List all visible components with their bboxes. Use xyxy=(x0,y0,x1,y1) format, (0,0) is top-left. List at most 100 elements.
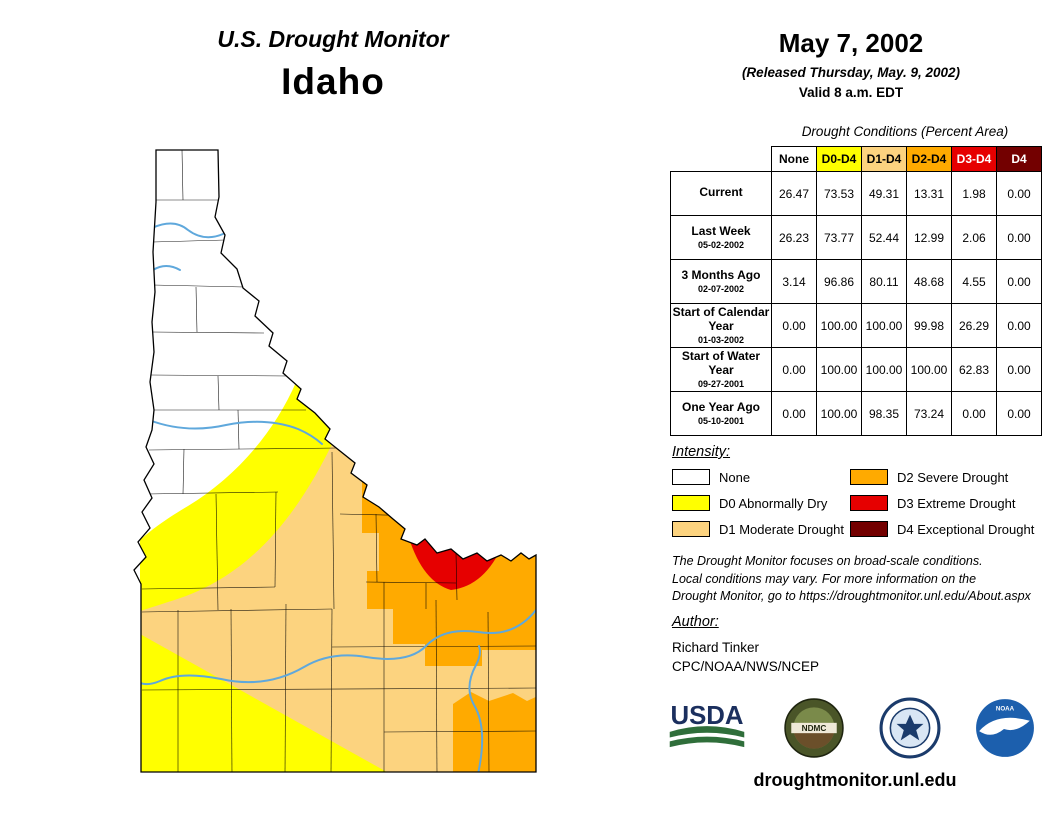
value-cell: 1.98 xyxy=(951,171,997,216)
value-cell: 52.44 xyxy=(861,215,907,260)
legend-item-none: None xyxy=(672,469,850,485)
row-label-date: 05-02-2002 xyxy=(697,240,745,251)
row-label-text: Current xyxy=(699,184,743,199)
state-name: Idaho xyxy=(281,61,385,102)
legend-label: D4 Exceptional Drought xyxy=(897,521,1035,537)
idaho-map-svg xyxy=(133,149,537,773)
value-cell: 26.23 xyxy=(771,215,817,260)
value-cell: 100.00 xyxy=(816,391,862,436)
table-row-last-week: Last Week 05-02-2002 26.23 73.77 52.44 1… xyxy=(670,215,1042,260)
value-cell: 26.29 xyxy=(951,303,997,348)
value-cell: 13.31 xyxy=(906,171,952,216)
drought-conditions-table: None D0-D4 D1-D4 D2-D4 D3-D4 D4 Current … xyxy=(670,146,1042,436)
col-header-d4: D4 xyxy=(996,146,1042,172)
legend-label: D2 Severe Drought xyxy=(897,469,1009,485)
value-cell: 99.98 xyxy=(906,303,952,348)
value-cell: 48.68 xyxy=(906,259,952,304)
col-header-d1-d4: D1-D4 xyxy=(861,146,907,172)
value-cell: 0.00 xyxy=(771,347,817,392)
disclaimer-line: Local conditions may vary. For more info… xyxy=(672,571,977,586)
value-cell: 0.00 xyxy=(996,391,1042,436)
value-cell: 73.77 xyxy=(816,215,862,260)
row-label-date: 02-07-2002 xyxy=(697,284,745,295)
author-heading: Author: xyxy=(672,614,719,630)
table-row-one-year-ago: One Year Ago 05-10-2001 0.00 100.00 98.3… xyxy=(670,391,1042,436)
date-block: May 7, 2002 (Released Thursday, May. 9, … xyxy=(660,28,1042,100)
row-label: One Year Ago 05-10-2001 xyxy=(670,391,772,436)
legend-item-d0: D0 Abnormally Dry xyxy=(672,495,850,511)
county-lines xyxy=(141,150,536,772)
legend-swatch-d4 xyxy=(850,521,888,537)
usda-logo: USDA xyxy=(669,702,745,748)
value-cell: 73.24 xyxy=(906,391,952,436)
table-row-start-calendar-year: Start of Calendar Year 01-03-2002 0.00 1… xyxy=(670,303,1042,348)
author-name: Richard Tinker xyxy=(672,640,760,655)
col-header-d0-d4: D0-D4 xyxy=(816,146,862,172)
rivers xyxy=(139,222,536,772)
author-org: CPC/NOAA/NWS/NCEP xyxy=(672,658,820,674)
commerce-seal-logo xyxy=(879,697,941,759)
value-cell: 0.00 xyxy=(996,303,1042,348)
value-cell: 100.00 xyxy=(816,347,862,392)
value-cell: 0.00 xyxy=(771,391,817,436)
usda-logo-text: USDA xyxy=(670,702,743,730)
ndmc-logo-text: NDMC xyxy=(802,724,827,733)
col-header-none: None xyxy=(771,146,817,172)
table-header-row: None D0-D4 D1-D4 D2-D4 D3-D4 D4 xyxy=(670,146,1042,172)
noaa-logo: NOAA xyxy=(976,699,1034,757)
col-header-d3-d4: D3-D4 xyxy=(951,146,997,172)
disclaimer-line: Drought Monitor, go to https://droughtmo… xyxy=(672,589,1031,603)
value-cell: 0.00 xyxy=(771,303,817,348)
intensity-legend: Intensity: None D0 Abnormally Dry D1 Mod… xyxy=(672,444,1044,537)
legend-heading: Intensity: xyxy=(672,444,731,460)
table-row-current: Current 26.47 73.53 49.31 13.31 1.98 0.0… xyxy=(670,171,1042,216)
row-label-date: 09-27-2001 xyxy=(697,379,745,390)
value-cell: 0.00 xyxy=(996,171,1042,216)
legend-item-d4: D4 Exceptional Drought xyxy=(850,521,1034,537)
row-label-text: One Year Ago xyxy=(681,399,761,414)
logo-row: USDA NDMC NOAA xyxy=(664,692,1036,764)
monitor-title: U.S. Drought Monitor xyxy=(217,26,449,52)
value-cell: 62.83 xyxy=(951,347,997,392)
legend-swatch-d1 xyxy=(672,521,710,537)
table-caption: Drought Conditions (Percent Area) xyxy=(801,124,1009,139)
value-cell: 4.55 xyxy=(951,259,997,304)
row-label: Current xyxy=(670,171,772,216)
legend-item-d2: D2 Severe Drought xyxy=(850,469,1034,485)
valid-time: Valid 8 a.m. EDT xyxy=(798,85,904,100)
value-cell: 100.00 xyxy=(816,303,862,348)
legend-swatch-d0 xyxy=(672,495,710,511)
idaho-drought-map xyxy=(126,142,546,782)
legend-label: D0 Abnormally Dry xyxy=(719,495,828,511)
legend-item-d3: D3 Extreme Drought xyxy=(850,495,1034,511)
noaa-logo-text: NOAA xyxy=(996,705,1015,712)
row-label: Start of Calendar Year 01-03-2002 xyxy=(670,303,772,348)
legend-label: D1 Moderate Drought xyxy=(719,521,845,537)
legend-item-d1: D1 Moderate Drought xyxy=(672,521,850,537)
row-label: 3 Months Ago 02-07-2002 xyxy=(670,259,772,304)
value-cell: 0.00 xyxy=(951,391,997,436)
value-cell: 100.00 xyxy=(861,303,907,348)
value-cell: 73.53 xyxy=(816,171,862,216)
legend-label: D3 Extreme Drought xyxy=(897,495,1016,511)
col-header-d2-d4: D2-D4 xyxy=(906,146,952,172)
row-label-text: Start of Calendar Year xyxy=(672,304,770,333)
table-row-3-months-ago: 3 Months Ago 02-07-2002 3.14 96.86 80.11… xyxy=(670,259,1042,304)
legend-swatch-none xyxy=(672,469,710,485)
row-label-text: Start of Water Year xyxy=(681,348,761,377)
ndmc-logo: NDMC xyxy=(784,698,845,758)
table-corner-cell xyxy=(670,146,772,172)
row-label-text: 3 Months Ago xyxy=(681,267,761,282)
row-label: Last Week 05-02-2002 xyxy=(670,215,772,260)
value-cell: 80.11 xyxy=(861,259,907,304)
footer-url: droughtmonitor.unl.edu xyxy=(753,770,957,790)
state-outline xyxy=(133,149,537,773)
value-cell: 2.06 xyxy=(951,215,997,260)
legend-swatch-d3 xyxy=(850,495,888,511)
value-cell: 98.35 xyxy=(861,391,907,436)
disclaimer-line: The Drought Monitor focuses on broad-sca… xyxy=(672,554,983,568)
value-cell: 96.86 xyxy=(816,259,862,304)
title-block: U.S. Drought Monitor Idaho xyxy=(108,26,558,103)
row-label-text: Last Week xyxy=(691,223,751,238)
row-label-date: 05-10-2001 xyxy=(697,416,745,427)
